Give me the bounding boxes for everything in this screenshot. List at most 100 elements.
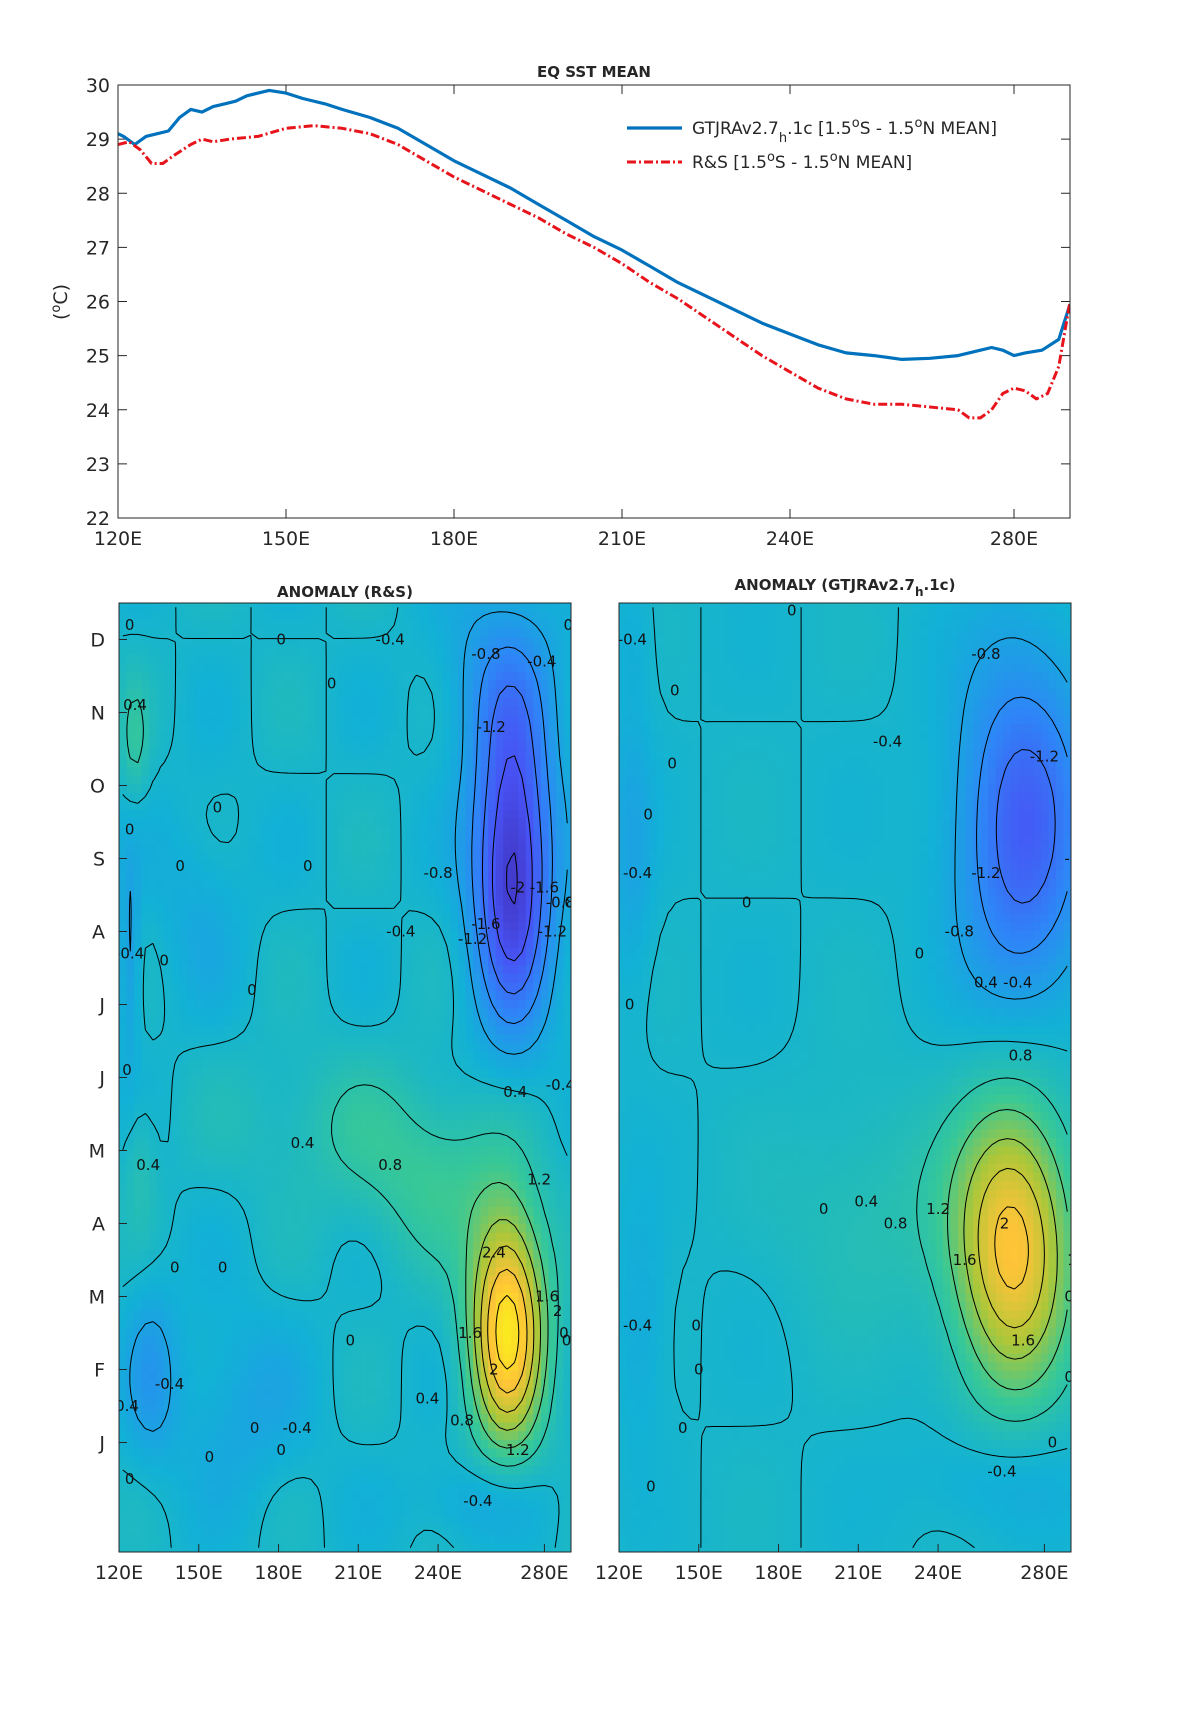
- field-cell: [480, 1215, 489, 1225]
- field-cell: [224, 861, 233, 872]
- field-cell: [141, 741, 150, 751]
- field-cell: [201, 939, 210, 949]
- field-cell: [427, 956, 436, 966]
- field-cell: [367, 801, 376, 811]
- field-cell: [126, 1181, 135, 1191]
- field-cell: [495, 758, 504, 768]
- field-cell: [141, 930, 150, 941]
- field-cell: [458, 1241, 467, 1251]
- field-cell: [420, 784, 429, 794]
- field-cell: [299, 792, 308, 803]
- field-cell: [232, 870, 241, 880]
- field-cell: [427, 801, 436, 811]
- field-cell: [216, 1198, 226, 1208]
- field-cell: [435, 1094, 444, 1104]
- field-cell: [337, 913, 346, 923]
- field-cell: [232, 1284, 241, 1294]
- field-cell: [134, 1086, 143, 1096]
- field-cell: [360, 853, 369, 863]
- field-cell: [563, 1206, 571, 1217]
- field-cell: [360, 810, 369, 820]
- field-cell: [247, 879, 256, 889]
- field-cell: [480, 758, 489, 768]
- field-cell: [314, 930, 323, 941]
- field-cell: [277, 922, 286, 932]
- field-cell: [224, 1172, 233, 1182]
- field-cell: [420, 965, 429, 975]
- field-cell: [329, 930, 339, 941]
- field-cell: [337, 844, 346, 854]
- field-cell: [465, 827, 474, 837]
- field-cell: [156, 775, 165, 785]
- field-cell: [540, 689, 549, 699]
- field-cell: [390, 982, 399, 992]
- field-cell: [149, 1275, 158, 1286]
- field-cell: [375, 939, 384, 949]
- field-cell: [540, 628, 549, 639]
- field-cell: [510, 810, 519, 820]
- field-cell: [555, 741, 565, 751]
- field-cell: [119, 991, 128, 1001]
- field-cell: [548, 1077, 557, 1087]
- field-cell: [262, 973, 271, 984]
- field-cell: [232, 1301, 241, 1312]
- field-cell: [269, 1250, 278, 1260]
- field-cell: [360, 723, 369, 734]
- field-cell: [458, 715, 467, 725]
- field-cell: [277, 1017, 286, 1027]
- field-cell: [555, 723, 565, 734]
- field-cell: [525, 732, 534, 742]
- field-cell: [134, 766, 143, 777]
- field-cell: [548, 801, 557, 811]
- field-cell: [119, 1120, 128, 1130]
- field-cell: [322, 1034, 331, 1044]
- field-cell: [209, 879, 218, 889]
- field-cell: [525, 887, 534, 897]
- field-cell: [126, 1250, 135, 1260]
- field-cell: [269, 697, 278, 708]
- field-cell: [450, 810, 459, 820]
- field-cell: [352, 922, 361, 932]
- field-cell: [216, 1060, 226, 1070]
- field-cell: [427, 672, 436, 682]
- field-cell: [367, 1215, 376, 1225]
- field-cell: [292, 1163, 301, 1173]
- field-cell: [224, 775, 233, 785]
- field-cell: [465, 1094, 474, 1104]
- field-cell: [201, 861, 210, 872]
- field-cell: [299, 637, 308, 647]
- field-cell: [186, 1068, 195, 1079]
- field-cell: [284, 628, 293, 639]
- field-cell: [134, 887, 143, 897]
- field-cell: [254, 853, 263, 863]
- field-cell: [307, 1258, 316, 1268]
- field-cell: [314, 1120, 323, 1130]
- field-cell: [525, 611, 534, 621]
- field-cell: [563, 1017, 571, 1027]
- field-cell: [435, 870, 444, 880]
- field-cell: [563, 1258, 571, 1268]
- field-cell: [149, 1008, 158, 1018]
- field-cell: [533, 749, 542, 759]
- field-cell: [382, 1008, 391, 1018]
- field-cell: [292, 1068, 301, 1079]
- field-cell: [209, 732, 218, 742]
- field-cell: [548, 982, 557, 992]
- field-cell: [149, 749, 158, 759]
- field-cell: [299, 1077, 308, 1087]
- field-cell: [465, 896, 474, 906]
- field-cell: [179, 939, 188, 949]
- field-cell: [164, 741, 173, 751]
- field-cell: [329, 1034, 339, 1044]
- field-cell: [473, 620, 482, 630]
- field-cell: [473, 680, 482, 690]
- field-cell: [119, 1112, 128, 1122]
- field-cell: [412, 965, 421, 975]
- field-cell: [171, 904, 180, 915]
- field-cell: [563, 715, 571, 725]
- field-cell: [262, 715, 271, 725]
- field-cell: [360, 1258, 369, 1268]
- field-cell: [518, 835, 527, 846]
- field-cell: [412, 956, 421, 966]
- field-cell: [518, 766, 527, 777]
